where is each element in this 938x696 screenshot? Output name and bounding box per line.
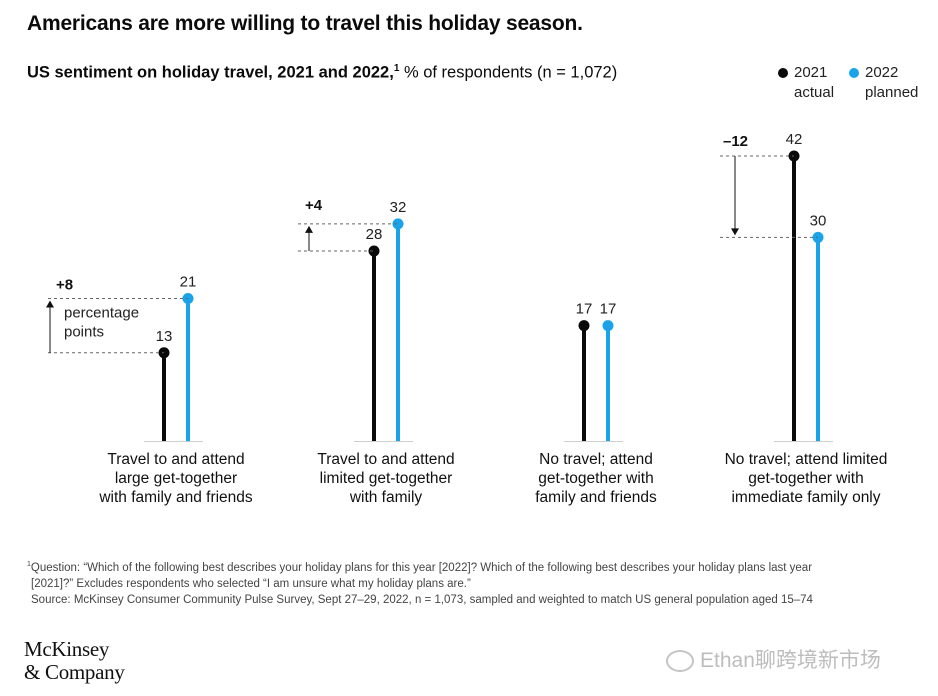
category-label-line: large get-together	[114, 470, 238, 487]
category-label-line: No travel; attend	[539, 451, 653, 468]
footnote-question: Question: “Which of the following best d…	[30, 561, 813, 574]
footnote-question-cont: [2021]?” Excludes respondents who select…	[31, 577, 471, 590]
category-label-line: get-together with	[538, 470, 654, 487]
category-label-2: No travel; attend get-together with family…	[496, 450, 696, 507]
point-0-1	[368, 245, 380, 257]
category-label-line: Travel to and attend	[317, 451, 455, 468]
chart-subtitle: US sentiment on holiday travel, 2021 and…	[27, 63, 617, 83]
category-label-line: with family	[349, 489, 423, 506]
legend-dot-2022	[849, 68, 859, 78]
category-label-line: with family and friends	[99, 489, 253, 506]
legend-label-2022-type: planned	[865, 84, 919, 101]
point-0-2	[578, 320, 590, 332]
mckinsey-logo: McKinsey & Company	[24, 638, 125, 684]
change-label-0: +8	[56, 277, 73, 294]
value-label-0-3: 42	[786, 131, 803, 148]
logo-line-1: McKinsey	[24, 637, 110, 661]
legend-dot-2021	[778, 68, 788, 78]
subtitle-main: US sentiment on holiday travel, 2021 and…	[27, 63, 394, 82]
subtitle-unit: % of respondents (n = 1,072)	[399, 63, 618, 82]
watermark: Ethan聊跨境新市场	[666, 644, 881, 674]
change-unit-label-0: percentage	[64, 305, 139, 322]
value-label-0-2: 17	[576, 301, 593, 318]
change-arrowhead-3	[731, 228, 739, 236]
legend-label-2022-year: 2022	[865, 64, 899, 81]
subtitle-footnote-marker: 1	[393, 63, 400, 74]
point-1-2	[602, 320, 614, 332]
value-label-1-3: 30	[810, 212, 827, 229]
change-arrowhead-0	[46, 300, 54, 308]
change-unit-label-1: points	[64, 324, 104, 341]
category-label-0: Travel to and attend large get-together wi…	[76, 450, 276, 507]
value-label-1-2: 17	[600, 301, 617, 318]
legend-item-2022: 2022 planned	[849, 63, 919, 103]
footnote: 1Question: “Which of the following best …	[27, 557, 907, 608]
watermark-text: Ethan聊跨境新市场	[700, 649, 881, 672]
category-label-line: get-together with	[748, 470, 864, 487]
change-label-3: –12	[723, 133, 748, 150]
value-label-1-0: 21	[180, 274, 197, 291]
wechat-icon	[666, 650, 694, 673]
value-label-1-1: 32	[390, 199, 407, 216]
legend-label-2021-year: 2021	[794, 64, 828, 81]
category-label-line: immediate family only	[731, 489, 881, 506]
chart-title: Americans are more willing to travel thi…	[27, 12, 583, 35]
legend-label-2021-type: actual	[794, 84, 835, 101]
category-label-3: No travel; attend limited get-together wi…	[706, 450, 906, 507]
category-label-line: No travel; attend limited	[724, 451, 888, 468]
category-label-line: family and friends	[535, 489, 657, 506]
value-label-0-0: 13	[156, 328, 173, 345]
point-1-1	[392, 218, 404, 230]
footnote-marker: 1	[27, 561, 31, 568]
category-label-1: Travel to and attend limited get-together…	[286, 450, 486, 507]
change-label-1: +4	[305, 197, 323, 214]
category-label-line: Travel to and attend	[107, 451, 245, 468]
legend-item-2021: 2021 actual	[778, 63, 835, 103]
footnote-source: Source: McKinsey Consumer Community Puls…	[31, 593, 813, 606]
logo-line-2: & Company	[24, 660, 125, 684]
category-label-line: limited get-together	[319, 470, 453, 487]
change-arrowhead-1	[305, 225, 313, 233]
value-label-0-1: 28	[366, 226, 383, 243]
